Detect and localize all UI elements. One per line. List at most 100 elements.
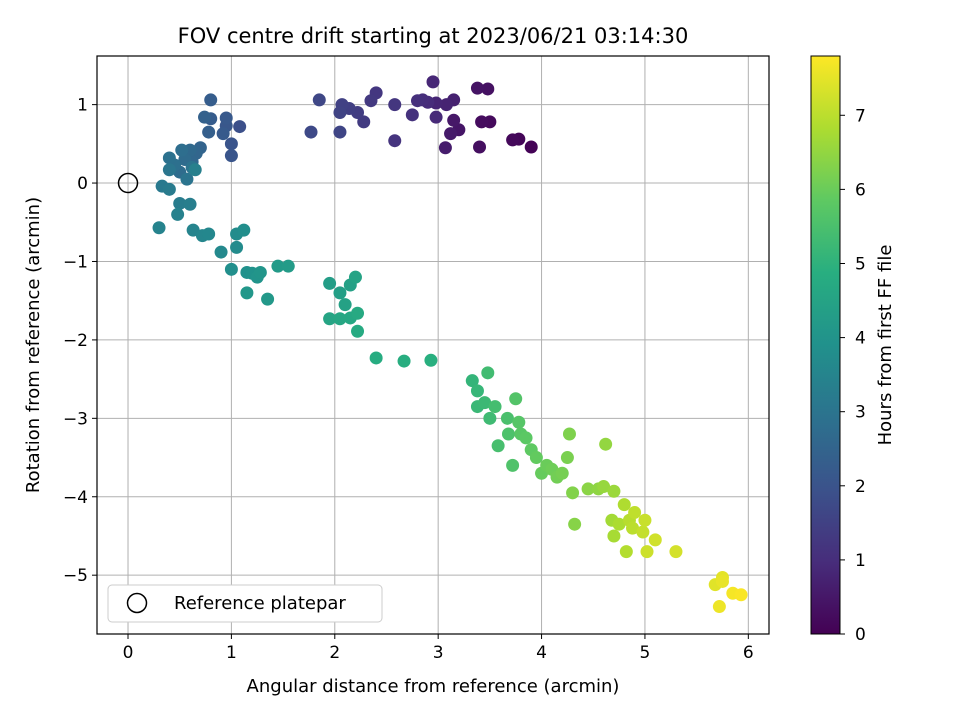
data-point bbox=[597, 480, 611, 494]
data-point bbox=[261, 292, 275, 306]
data-point bbox=[333, 312, 347, 326]
data-point bbox=[323, 276, 337, 290]
data-point bbox=[351, 324, 365, 338]
data-point bbox=[426, 75, 440, 89]
x-tick-label: 1 bbox=[226, 643, 237, 663]
x-axis-ticks: 0 1 2 3 4 5 6 bbox=[123, 634, 754, 663]
reference-marker bbox=[117, 172, 139, 194]
data-point bbox=[281, 259, 295, 273]
colorbar-label: Hours from first FF file bbox=[875, 245, 896, 446]
colorbar-tick-label: 0 bbox=[855, 625, 866, 645]
data-point bbox=[333, 105, 347, 119]
data-point bbox=[338, 298, 352, 312]
x-tick-label: 3 bbox=[433, 643, 444, 663]
data-point bbox=[509, 392, 523, 406]
colorbar: 0 1 2 3 4 5 6 7 Hours from first FF file bbox=[810, 55, 896, 645]
data-point bbox=[506, 133, 520, 147]
data-point bbox=[348, 270, 362, 284]
y-tick-label: −1 bbox=[63, 252, 88, 272]
data-point bbox=[524, 140, 538, 154]
colorbar-tick-label: 6 bbox=[855, 180, 866, 200]
data-point bbox=[162, 151, 176, 165]
legend: Reference platepar bbox=[107, 584, 383, 623]
data-point bbox=[333, 125, 347, 139]
data-point bbox=[607, 484, 621, 498]
data-point bbox=[429, 110, 443, 124]
data-point bbox=[439, 98, 453, 112]
y-tick-label: −5 bbox=[63, 566, 88, 586]
data-point bbox=[424, 353, 438, 367]
y-tick-label: −3 bbox=[63, 409, 88, 429]
data-point bbox=[188, 163, 202, 177]
y-tick-label: 1 bbox=[77, 96, 88, 116]
data-point bbox=[734, 588, 748, 602]
data-point bbox=[715, 574, 729, 588]
data-point bbox=[204, 93, 218, 107]
data-point bbox=[333, 286, 347, 300]
plot-frame bbox=[96, 55, 770, 635]
chart-title: FOV centre drift starting at 2023/06/21 … bbox=[178, 24, 689, 48]
data-point bbox=[405, 108, 419, 122]
data-point bbox=[173, 196, 187, 210]
data-point bbox=[612, 517, 626, 531]
data-point bbox=[555, 466, 569, 480]
data-point bbox=[175, 143, 189, 157]
data-point bbox=[180, 172, 194, 186]
data-point bbox=[581, 482, 595, 496]
data-point bbox=[628, 505, 642, 519]
data-point bbox=[501, 427, 515, 441]
x-tick-label: 5 bbox=[640, 643, 651, 663]
data-point bbox=[640, 545, 654, 559]
data-point bbox=[481, 366, 495, 380]
data-point bbox=[357, 115, 371, 129]
data-point bbox=[219, 111, 233, 125]
data-point bbox=[369, 351, 383, 365]
data-point bbox=[519, 431, 533, 445]
data-point bbox=[240, 286, 254, 300]
data-point bbox=[626, 521, 640, 535]
data-point bbox=[481, 82, 495, 96]
x-tick-label: 0 bbox=[123, 643, 134, 663]
data-point bbox=[475, 115, 489, 129]
y-tick-label: −4 bbox=[63, 488, 88, 508]
legend-marker bbox=[126, 592, 148, 614]
colorbar-ticks: 0 1 2 3 4 5 6 7 bbox=[840, 106, 866, 645]
data-point bbox=[599, 437, 613, 451]
data-point bbox=[500, 411, 514, 425]
data-point bbox=[216, 127, 230, 141]
colorbar-tick-label: 4 bbox=[855, 329, 866, 349]
data-point bbox=[388, 134, 402, 148]
data-point bbox=[447, 113, 461, 127]
data-point bbox=[162, 163, 176, 177]
data-point bbox=[560, 451, 574, 465]
data-point bbox=[568, 517, 582, 531]
data-point bbox=[397, 354, 411, 368]
x-tick-label: 2 bbox=[329, 643, 340, 663]
data-point bbox=[224, 262, 238, 276]
data-point bbox=[465, 374, 479, 388]
data-point bbox=[202, 125, 216, 139]
data-point bbox=[470, 81, 484, 95]
data-point bbox=[438, 141, 452, 155]
data-point bbox=[619, 545, 633, 559]
data-point bbox=[478, 396, 492, 410]
y-tick-label: −2 bbox=[63, 331, 88, 351]
colorbar-tick-label: 7 bbox=[855, 106, 866, 126]
data-point bbox=[304, 125, 318, 139]
data-point bbox=[271, 259, 285, 273]
data-point bbox=[312, 93, 326, 107]
colorbar-tick-label: 2 bbox=[855, 477, 866, 497]
x-tick-label: 4 bbox=[536, 643, 547, 663]
data-point bbox=[638, 513, 652, 527]
data-point bbox=[483, 411, 497, 425]
colorbar-tick-label: 3 bbox=[855, 403, 866, 423]
data-point bbox=[529, 451, 543, 465]
data-point bbox=[171, 207, 185, 221]
colorbar-tick-label: 1 bbox=[855, 551, 866, 571]
data-point bbox=[253, 265, 267, 279]
data-point bbox=[230, 240, 244, 254]
data-point bbox=[323, 312, 337, 326]
data-point bbox=[491, 439, 505, 453]
data-point bbox=[562, 427, 576, 441]
legend-box bbox=[107, 584, 383, 623]
